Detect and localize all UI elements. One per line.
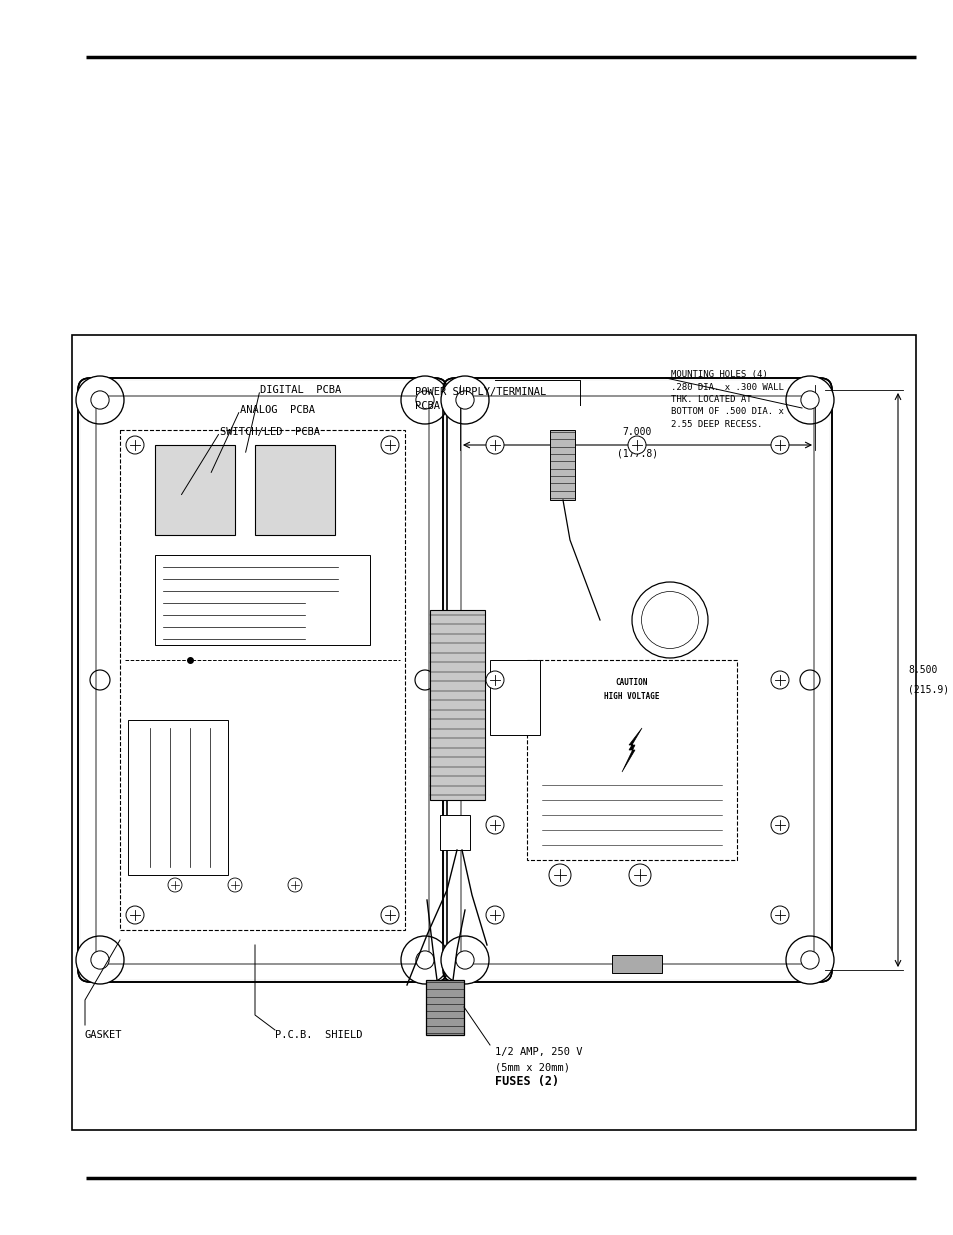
Text: (177.8): (177.8) xyxy=(617,450,658,459)
Circle shape xyxy=(168,878,182,892)
Text: SWITCH/LED  PCBA: SWITCH/LED PCBA xyxy=(220,427,319,437)
Text: GASKET: GASKET xyxy=(85,1030,122,1040)
Circle shape xyxy=(288,878,302,892)
Circle shape xyxy=(631,582,707,658)
Text: CAUTION: CAUTION xyxy=(616,678,647,687)
Circle shape xyxy=(91,951,109,969)
Circle shape xyxy=(770,906,788,924)
Text: 7.000: 7.000 xyxy=(622,427,652,437)
FancyBboxPatch shape xyxy=(446,382,828,979)
Text: DIGITAL  PCBA: DIGITAL PCBA xyxy=(260,385,341,395)
Bar xyxy=(439,815,470,850)
Circle shape xyxy=(416,951,434,969)
Circle shape xyxy=(485,436,503,454)
Circle shape xyxy=(456,951,474,969)
Text: (5mm x 20mm): (5mm x 20mm) xyxy=(495,1063,569,1073)
Circle shape xyxy=(440,936,489,984)
Circle shape xyxy=(76,375,124,424)
Bar xyxy=(154,555,370,645)
Circle shape xyxy=(400,375,449,424)
FancyBboxPatch shape xyxy=(78,378,447,982)
Bar xyxy=(490,659,539,735)
Bar xyxy=(154,445,234,535)
Circle shape xyxy=(90,671,110,690)
Bar xyxy=(71,335,915,1130)
Circle shape xyxy=(770,671,788,689)
Circle shape xyxy=(380,436,398,454)
Text: P.C.B.  SHIELD: P.C.B. SHIELD xyxy=(274,1030,362,1040)
Text: PCBA: PCBA xyxy=(415,401,439,411)
Circle shape xyxy=(785,375,833,424)
Circle shape xyxy=(228,878,242,892)
Circle shape xyxy=(415,671,435,690)
Circle shape xyxy=(126,906,144,924)
FancyBboxPatch shape xyxy=(81,382,443,979)
Circle shape xyxy=(400,936,449,984)
Circle shape xyxy=(785,936,833,984)
Circle shape xyxy=(416,391,434,409)
Text: 1/2 AMP, 250 V: 1/2 AMP, 250 V xyxy=(495,1047,582,1057)
Polygon shape xyxy=(621,727,641,772)
Circle shape xyxy=(770,436,788,454)
Bar xyxy=(526,659,737,860)
Circle shape xyxy=(76,936,124,984)
Circle shape xyxy=(380,906,398,924)
Text: FUSES (2): FUSES (2) xyxy=(495,1076,558,1088)
Bar xyxy=(128,720,228,876)
Circle shape xyxy=(485,671,503,689)
Bar xyxy=(254,445,335,535)
Bar xyxy=(430,610,484,800)
Bar xyxy=(426,981,463,1035)
Text: POWER SUPPLY/TERMINAL: POWER SUPPLY/TERMINAL xyxy=(415,387,546,396)
Circle shape xyxy=(800,671,820,690)
FancyBboxPatch shape xyxy=(442,378,831,982)
Circle shape xyxy=(640,592,698,648)
Text: 8.500: 8.500 xyxy=(907,664,937,676)
Circle shape xyxy=(800,951,819,969)
Circle shape xyxy=(485,816,503,834)
Circle shape xyxy=(800,391,819,409)
Bar xyxy=(120,430,405,930)
Circle shape xyxy=(126,436,144,454)
Circle shape xyxy=(627,436,645,454)
Circle shape xyxy=(628,864,650,885)
Text: MOUNTING HOLES (4)
.280 DIA. x .300 WALL
THK. LOCATED AT
BOTTOM OF .500 DIA. x
2: MOUNTING HOLES (4) .280 DIA. x .300 WALL… xyxy=(670,370,783,429)
Circle shape xyxy=(485,906,503,924)
Circle shape xyxy=(91,391,109,409)
Circle shape xyxy=(770,816,788,834)
Circle shape xyxy=(456,391,474,409)
Bar xyxy=(612,955,661,973)
Circle shape xyxy=(455,671,475,690)
Circle shape xyxy=(548,864,571,885)
Text: (215.9): (215.9) xyxy=(907,685,948,695)
Text: ANALOG  PCBA: ANALOG PCBA xyxy=(240,405,314,415)
Text: HIGH VOLTAGE: HIGH VOLTAGE xyxy=(603,692,659,701)
Circle shape xyxy=(440,375,489,424)
Bar xyxy=(550,430,575,500)
